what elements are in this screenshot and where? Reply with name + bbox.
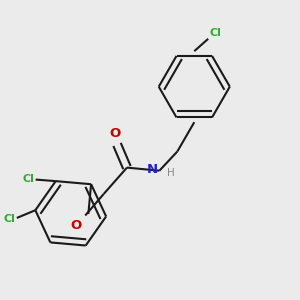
Text: Cl: Cl: [3, 214, 15, 224]
Text: H: H: [167, 168, 175, 178]
Text: Cl: Cl: [210, 28, 222, 38]
Text: O: O: [70, 219, 82, 232]
Text: Cl: Cl: [22, 174, 34, 184]
Text: O: O: [109, 127, 120, 140]
Text: N: N: [147, 163, 158, 176]
